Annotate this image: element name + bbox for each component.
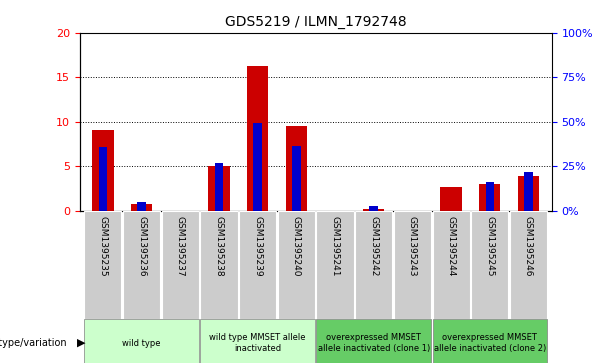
Bar <box>200 211 238 319</box>
Text: wild type: wild type <box>123 339 161 347</box>
Bar <box>441 187 462 211</box>
Bar <box>85 211 121 319</box>
Bar <box>123 211 160 319</box>
Bar <box>394 211 431 319</box>
Bar <box>471 211 508 319</box>
Text: GSM1395244: GSM1395244 <box>447 216 455 276</box>
Text: GSM1395239: GSM1395239 <box>253 216 262 277</box>
Bar <box>162 211 199 319</box>
Text: GSM1395241: GSM1395241 <box>330 216 340 277</box>
Bar <box>278 211 315 319</box>
Text: GSM1395243: GSM1395243 <box>408 216 417 277</box>
Bar <box>485 182 494 211</box>
Bar <box>131 204 152 211</box>
Bar <box>518 176 539 211</box>
Text: GSM1395246: GSM1395246 <box>524 216 533 277</box>
Text: GSM1395238: GSM1395238 <box>215 216 224 277</box>
Bar <box>433 211 470 319</box>
Bar <box>247 66 268 211</box>
Bar <box>433 319 547 363</box>
Text: overexpressed MMSET
allele inactivated (clone 1): overexpressed MMSET allele inactivated (… <box>318 333 430 353</box>
Bar <box>137 202 146 211</box>
Bar <box>510 211 547 319</box>
Bar <box>239 211 276 319</box>
Text: GSM1395237: GSM1395237 <box>176 216 185 277</box>
Text: GSM1395242: GSM1395242 <box>369 216 378 276</box>
Bar <box>316 319 431 363</box>
Text: GSM1395235: GSM1395235 <box>99 216 107 277</box>
Bar <box>479 184 500 211</box>
Title: GDS5219 / ILMN_1792748: GDS5219 / ILMN_1792748 <box>225 15 406 29</box>
Text: wild type MMSET allele
inactivated: wild type MMSET allele inactivated <box>210 333 306 353</box>
Bar <box>292 146 300 211</box>
Bar <box>370 206 378 211</box>
Bar <box>316 211 354 319</box>
Text: GSM1395240: GSM1395240 <box>292 216 301 277</box>
Bar <box>93 130 113 211</box>
Text: GSM1395245: GSM1395245 <box>485 216 494 277</box>
Bar <box>215 163 223 211</box>
Bar <box>85 319 199 363</box>
Bar <box>208 166 230 211</box>
Bar <box>363 209 384 211</box>
Text: GSM1395236: GSM1395236 <box>137 216 146 277</box>
Bar <box>524 172 533 211</box>
Text: genotype/variation: genotype/variation <box>0 338 67 348</box>
Bar <box>286 126 307 211</box>
Bar <box>99 147 107 211</box>
Bar <box>253 123 262 211</box>
Bar <box>200 319 315 363</box>
Bar <box>355 211 392 319</box>
Text: overexpressed MMSET
allele inactivated (clone 2): overexpressed MMSET allele inactivated (… <box>433 333 546 353</box>
Text: ▶: ▶ <box>77 338 85 348</box>
